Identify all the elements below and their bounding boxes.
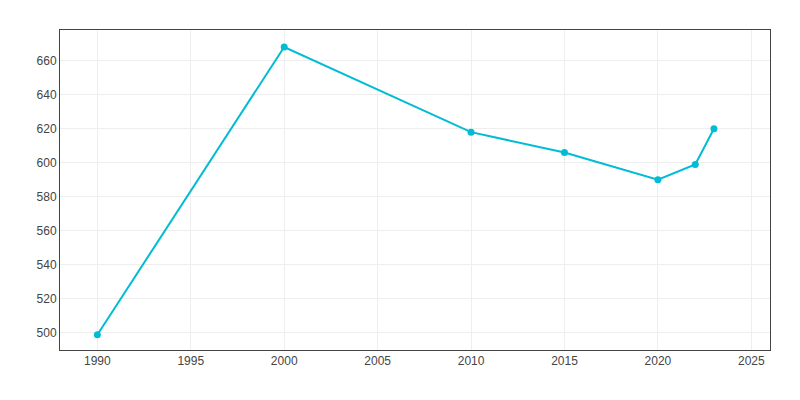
svg-text:620: 620: [37, 122, 57, 136]
svg-text:2015: 2015: [551, 354, 578, 368]
svg-text:2010: 2010: [458, 354, 485, 368]
svg-text:640: 640: [37, 88, 57, 102]
svg-text:520: 520: [37, 292, 57, 306]
svg-text:1995: 1995: [177, 354, 204, 368]
svg-text:2025: 2025: [738, 354, 765, 368]
svg-text:500: 500: [37, 326, 57, 340]
svg-text:1990: 1990: [84, 354, 111, 368]
svg-text:600: 600: [37, 156, 57, 170]
svg-text:660: 660: [37, 54, 57, 68]
svg-text:540: 540: [37, 258, 57, 272]
svg-text:560: 560: [37, 224, 57, 238]
svg-text:580: 580: [37, 190, 57, 204]
svg-text:2020: 2020: [645, 354, 672, 368]
svg-text:2000: 2000: [271, 354, 298, 368]
svg-text:2005: 2005: [364, 354, 391, 368]
